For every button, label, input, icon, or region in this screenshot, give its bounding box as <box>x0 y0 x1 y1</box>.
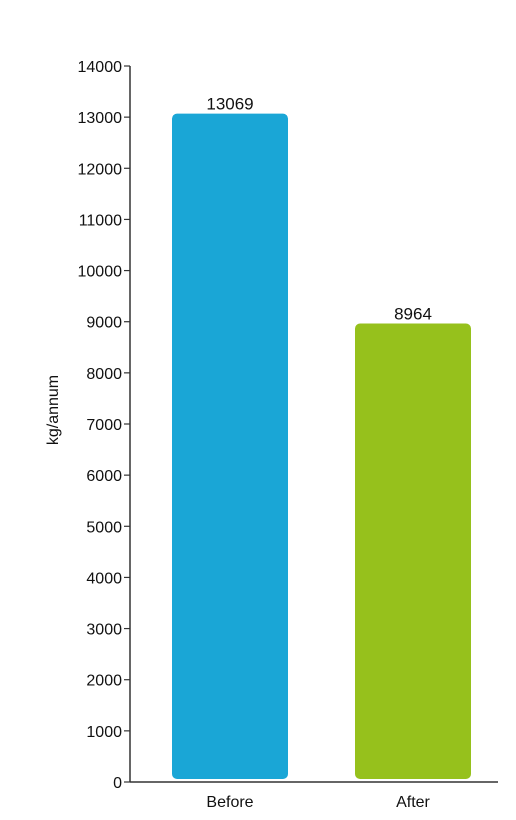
y-tick-label: 1000 <box>86 724 122 741</box>
y-tick-label: 3000 <box>86 622 122 639</box>
bar-before <box>172 113 288 779</box>
x-category-label-after: After <box>396 794 430 811</box>
y-tick-label: 7000 <box>86 417 122 434</box>
y-axis-title: kg/annum <box>45 375 62 445</box>
y-tick-label: 6000 <box>86 468 122 485</box>
y-tick-label: 5000 <box>86 519 122 536</box>
data-label-after: 8964 <box>394 305 432 324</box>
y-tick-label: 9000 <box>86 315 122 332</box>
x-category-label-before: Before <box>206 794 253 811</box>
y-tick-label: 8000 <box>86 366 122 383</box>
data-labels-group: 13069 8964 <box>206 95 432 324</box>
y-tick-label: 2000 <box>86 673 122 690</box>
y-tick-label: 14000 <box>78 59 123 76</box>
y-axis-ticks: 0 1000 2000 3000 4000 5000 6000 7000 8000 9000 100… <box>78 59 130 792</box>
y-tick-label: 4000 <box>86 570 122 587</box>
y-tick-label: 12000 <box>78 161 123 178</box>
y-tick-label: 13000 <box>78 110 123 127</box>
x-axis-labels: Before After <box>206 794 430 811</box>
y-tick-label: 0 <box>113 775 122 792</box>
bar-after <box>355 323 471 779</box>
y-tick-label: 11000 <box>79 212 122 229</box>
data-label-before: 13069 <box>206 95 253 114</box>
bars-group <box>172 113 471 779</box>
y-tick-label: 10000 <box>78 264 123 281</box>
